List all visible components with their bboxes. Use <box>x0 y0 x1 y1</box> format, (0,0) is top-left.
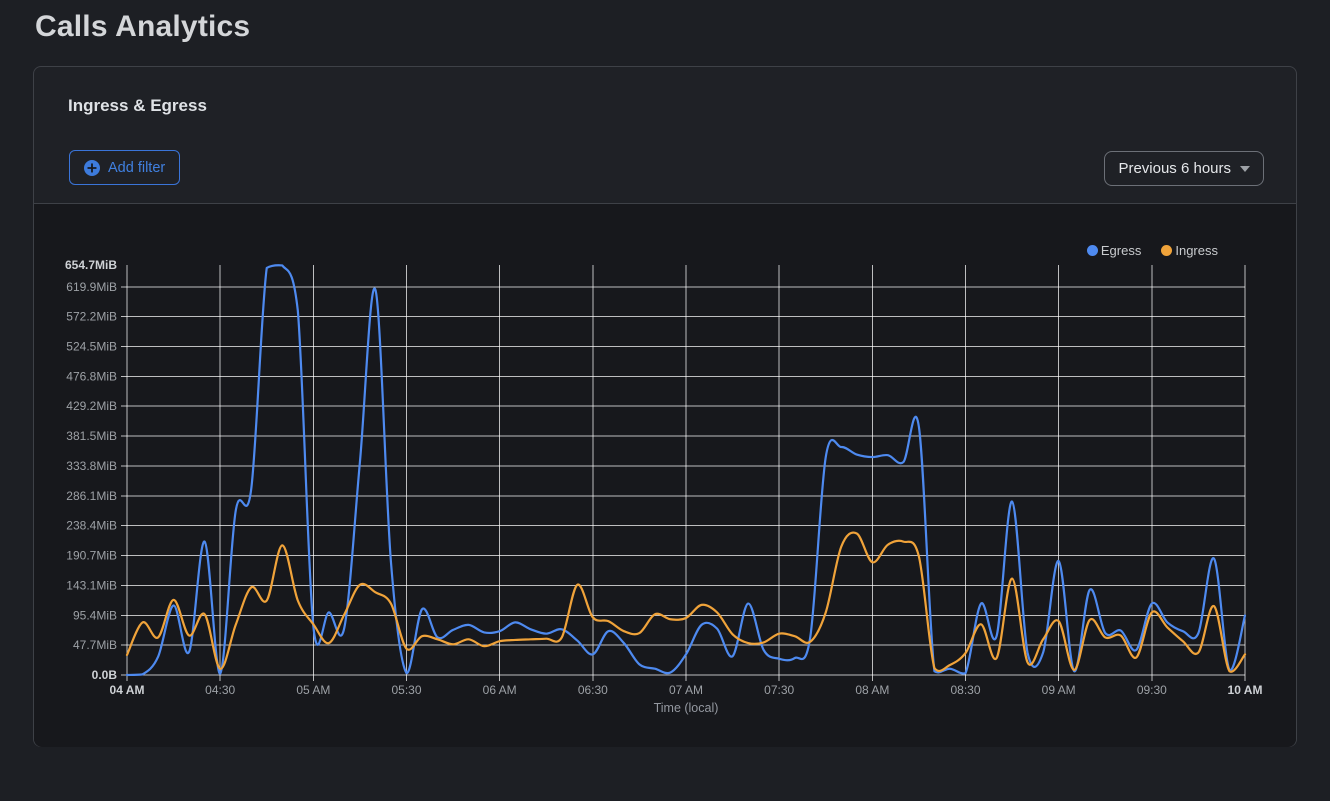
egress-line <box>125 264 1247 677</box>
y-tick-label: 143.1MiB <box>66 578 117 592</box>
plus-circle-icon <box>84 159 100 176</box>
y-tick-label: 286.1MiB <box>66 489 117 503</box>
y-tick-label: 619.9MiB <box>66 280 117 294</box>
chart-area: Egress Ingress 0.0B 47.7MiB 95.4MiB 143.1Mi… <box>34 204 1296 747</box>
add-filter-button[interactable]: Add filter <box>69 150 181 185</box>
panel-divider <box>34 203 1296 204</box>
y-tick-label: 190.7MiB <box>66 549 117 563</box>
chart-legend: Egress Ingress <box>1086 243 1218 258</box>
chevron-down-icon <box>1240 165 1250 172</box>
y-tick-label: 47.7MiB <box>73 638 117 652</box>
x-tick-label: 05 AM <box>296 683 330 697</box>
y-tick-label: 0.0B <box>92 668 118 682</box>
x-tick-label: 04:30 <box>205 683 235 697</box>
legend-label-egress: Egress <box>1100 243 1142 258</box>
legend-item-egress[interactable]: Egress <box>1086 243 1142 258</box>
add-filter-label: Add filter <box>108 159 166 176</box>
x-tick-label: 09 AM <box>1042 683 1076 697</box>
y-tick-label: 654.7MiB <box>65 258 117 272</box>
ingress-line <box>125 531 1247 673</box>
x-tick-label: 04 AM <box>110 683 145 697</box>
analytics-panel: Ingress & Egress Add filter Previous 6 h… <box>33 66 1297 747</box>
y-tick-label: 429.2MiB <box>66 399 117 413</box>
x-tick-label: 07 AM <box>669 683 703 697</box>
legend-item-ingress[interactable]: Ingress <box>1161 243 1218 258</box>
x-axis-title: Time (local) <box>654 701 719 715</box>
panel-title: Ingress & Egress <box>68 96 207 115</box>
y-tick-label: 476.8MiB <box>66 369 117 383</box>
y-tick-label: 238.4MiB <box>66 519 117 533</box>
legend-dot-ingress <box>1161 245 1173 256</box>
y-tick-label: 381.5MiB <box>66 429 117 443</box>
legend-dot-egress <box>1086 245 1098 256</box>
x-tick-label: 06:30 <box>578 683 608 697</box>
time-range-value: Previous 6 hours <box>1118 160 1231 177</box>
y-tick-label: 524.5MiB <box>66 340 117 354</box>
x-tick-label: 06 AM <box>483 683 517 697</box>
y-tick-label: 572.2MiB <box>66 310 117 324</box>
legend-label-ingress: Ingress <box>1175 243 1218 258</box>
timeseries-plot[interactable]: 0.0B 47.7MiB 95.4MiB 143.1MiB 190.7MiB 238.4M… <box>34 204 1296 747</box>
y-tick-label: 95.4MiB <box>73 608 117 622</box>
x-tick-label: 10 AM <box>1228 683 1263 697</box>
x-tick-label: 08:30 <box>950 683 980 697</box>
y-tick-label: 333.8MiB <box>66 459 117 473</box>
x-tick-label: 05:30 <box>391 683 421 697</box>
page-title: Calls Analytics <box>35 10 251 43</box>
x-tick-label: 08 AM <box>855 683 889 697</box>
time-range-select[interactable]: Previous 6 hours <box>1104 151 1264 186</box>
x-tick-label: 09:30 <box>1137 683 1167 697</box>
x-tick-label: 07:30 <box>764 683 794 697</box>
axis-tick-labels: 0.0B 47.7MiB 95.4MiB 143.1MiB 190.7MiB 238.4M… <box>65 258 1262 697</box>
